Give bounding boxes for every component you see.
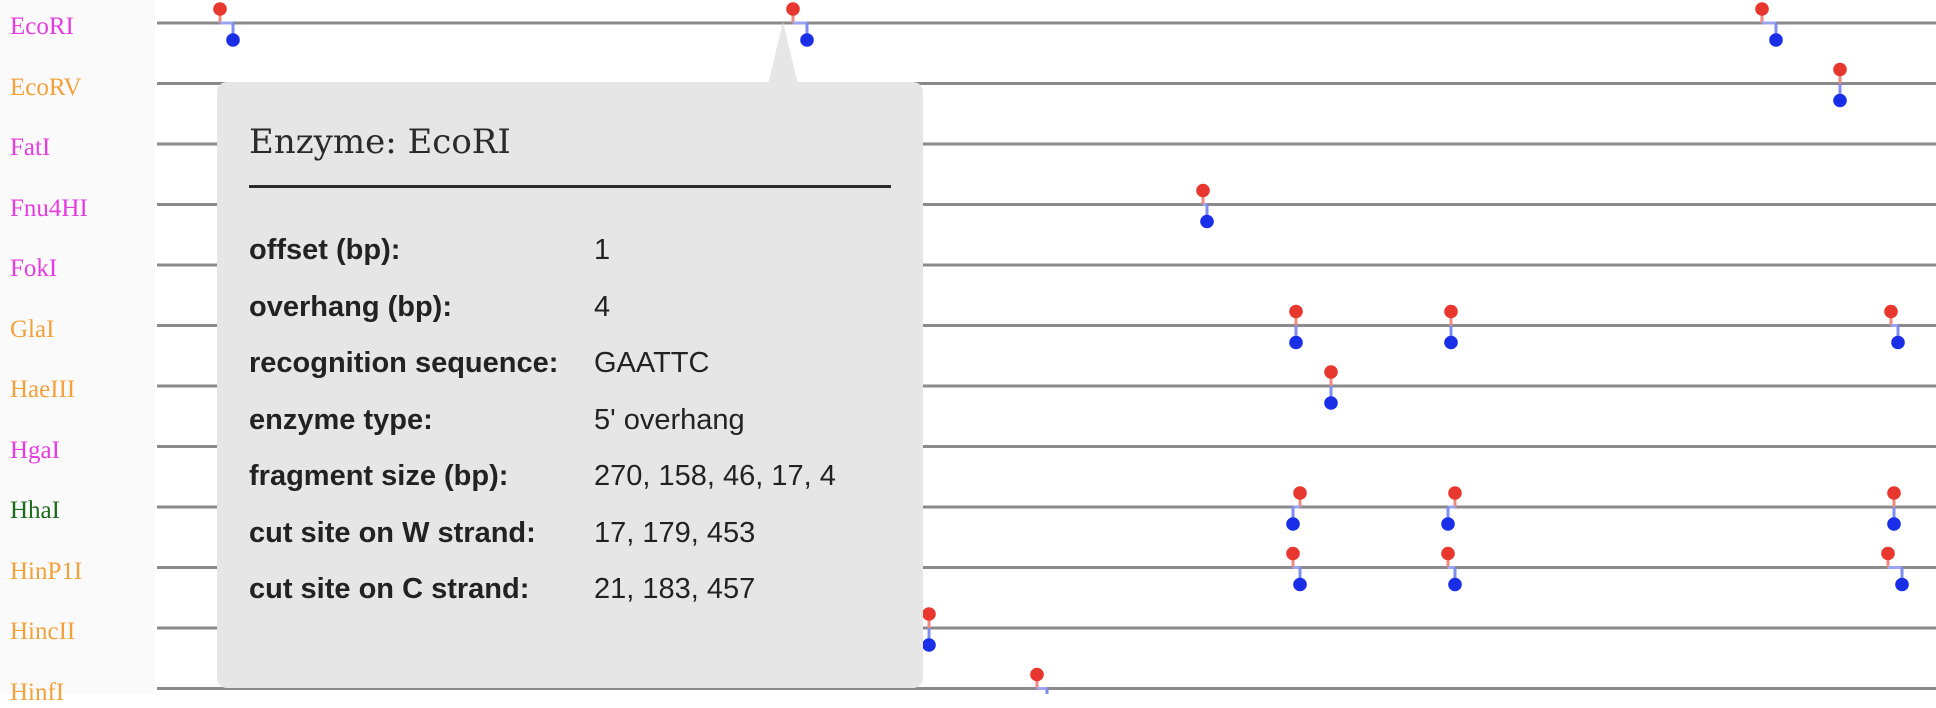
cut-site-marker[interactable] bbox=[1286, 546, 1307, 592]
cut-site-marker[interactable] bbox=[1441, 546, 1462, 592]
cut-site-top-dot bbox=[1030, 667, 1044, 682]
tooltip-row-key: enzyme type: bbox=[249, 403, 433, 436]
cut-site-top-dot bbox=[1881, 546, 1895, 561]
tooltip-row-key: offset (bp): bbox=[249, 234, 401, 266]
cut-site-top-dot bbox=[1286, 546, 1300, 561]
enzyme-tooltip: Enzyme: EcoRI offset (bp): 1 overhang (bp)… bbox=[217, 82, 923, 688]
cut-site-marker[interactable] bbox=[922, 607, 936, 652]
cut-site-top-dot bbox=[1887, 486, 1901, 500]
cut-site-top-dot bbox=[213, 2, 227, 16]
enzyme-label-glai[interactable]: GlaI bbox=[10, 315, 55, 343]
cut-site-marker[interactable] bbox=[1833, 62, 1847, 108]
cut-site-bottom-dot bbox=[1289, 335, 1303, 350]
tooltip-row-value: 4 bbox=[594, 290, 611, 323]
cut-site-bottom-dot bbox=[1286, 517, 1300, 531]
tooltip-row-key: overhang (bp): bbox=[249, 290, 452, 323]
cut-site-bottom-dot bbox=[1833, 93, 1847, 108]
tooltip-row-value: 17, 179, 453 bbox=[594, 516, 756, 549]
enzyme-label-hhai[interactable]: HhaI bbox=[10, 497, 60, 524]
cut-site-bottom-dot bbox=[1441, 517, 1455, 531]
cut-site-bottom-dot bbox=[1200, 214, 1214, 229]
cut-site-bottom-dot bbox=[1324, 396, 1338, 410]
cut-site-marker[interactable] bbox=[1884, 304, 1905, 350]
tooltip-row-value: 5' overhang bbox=[594, 403, 745, 436]
cut-site-bottom-dot bbox=[1887, 517, 1901, 531]
cut-site-bottom-dot bbox=[800, 33, 814, 47]
cut-site-top-dot bbox=[1196, 183, 1210, 198]
cut-site-marker[interactable] bbox=[1289, 304, 1303, 350]
cut-site-marker[interactable] bbox=[786, 2, 814, 47]
enzyme-label-ecorv[interactable]: EcoRV bbox=[10, 73, 82, 101]
cut-site-top-dot bbox=[1293, 486, 1307, 500]
tooltip-row-value: 270, 158, 46, 17, 4 bbox=[594, 460, 836, 492]
tooltip-title: Enzyme: EcoRI bbox=[249, 122, 511, 162]
tooltip-row-key: recognition sequence: bbox=[249, 347, 559, 379]
cut-site-bottom-dot bbox=[922, 638, 936, 652]
enzyme-label-hinfi[interactable]: HinfI bbox=[10, 678, 65, 706]
enzyme-label-fnu4hi[interactable]: Fnu4HI bbox=[10, 194, 88, 222]
enzyme-label-column bbox=[0, 0, 155, 694]
cut-site-top-dot bbox=[786, 2, 800, 16]
tooltip-row-value: 21, 183, 457 bbox=[594, 573, 756, 605]
cut-site-marker[interactable] bbox=[213, 2, 240, 47]
cut-site-bottom-dot bbox=[1769, 33, 1783, 47]
tooltip-row-value: 1 bbox=[594, 234, 611, 266]
cut-site-top-dot bbox=[1444, 304, 1458, 319]
cut-site-top-dot bbox=[922, 607, 936, 621]
cut-site-marker[interactable] bbox=[1286, 486, 1307, 531]
enzyme-label-hgai[interactable]: HgaI bbox=[10, 436, 60, 464]
enzyme-label-hincii[interactable]: HincII bbox=[10, 618, 76, 645]
cut-site-bottom-dot bbox=[1444, 335, 1458, 350]
tooltip-divider bbox=[249, 185, 891, 188]
cut-site-marker[interactable] bbox=[1881, 546, 1909, 592]
cut-site-bottom-dot bbox=[226, 33, 240, 47]
cut-site-top-dot bbox=[1441, 546, 1455, 561]
enzyme-label-haeiii[interactable]: HaeIII bbox=[10, 376, 76, 403]
cut-site-bottom-dot bbox=[1293, 577, 1307, 592]
tooltip-row-key: cut site on C strand: bbox=[249, 573, 530, 605]
cut-site-marker[interactable] bbox=[1324, 365, 1338, 410]
enzyme-label-fati[interactable]: FatI bbox=[10, 134, 51, 161]
tooltip-row-key: cut site on W strand: bbox=[249, 516, 536, 549]
cut-site-top-dot bbox=[1289, 304, 1303, 319]
cut-site-marker[interactable] bbox=[1030, 667, 1054, 694]
cut-site-top-dot bbox=[1324, 365, 1338, 379]
cut-site-marker[interactable] bbox=[1441, 486, 1462, 531]
enzyme-label-foki[interactable]: FokI bbox=[10, 255, 58, 282]
cut-site-bottom-dot bbox=[1448, 577, 1462, 592]
tooltip-pointer bbox=[768, 22, 798, 84]
cut-site-marker[interactable] bbox=[1887, 486, 1901, 531]
tooltip-row-key: fragment size (bp): bbox=[249, 460, 509, 492]
cut-site-top-dot bbox=[1755, 2, 1769, 16]
cut-site-bottom-dot bbox=[1891, 335, 1905, 350]
cut-site-top-dot bbox=[1884, 304, 1898, 319]
cut-site-marker[interactable] bbox=[1444, 304, 1458, 350]
cut-site-top-dot bbox=[1833, 62, 1847, 77]
cut-site-marker[interactable] bbox=[1196, 183, 1214, 229]
cut-site-bottom-dot bbox=[1895, 577, 1909, 592]
tooltip-row-value: GAATTC bbox=[594, 347, 710, 379]
cut-site-marker[interactable] bbox=[1755, 2, 1783, 47]
cut-site-top-dot bbox=[1448, 486, 1462, 500]
enzyme-label-hinp1i[interactable]: HinP1I bbox=[10, 557, 83, 585]
enzyme-label-ecori[interactable]: EcoRI bbox=[10, 13, 74, 40]
